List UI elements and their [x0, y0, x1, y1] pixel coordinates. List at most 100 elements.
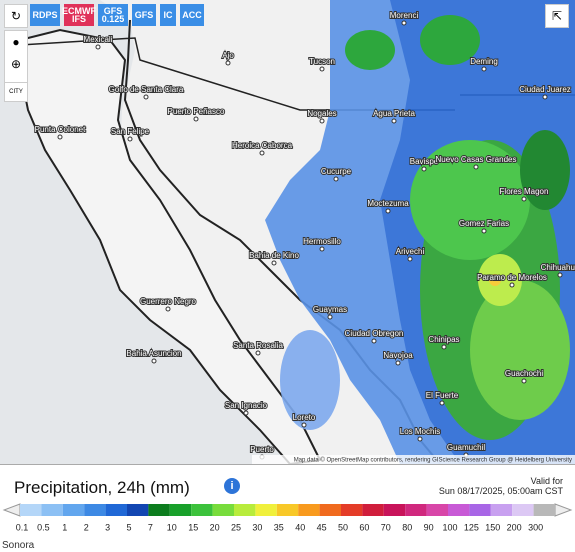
place-label: Ajo — [222, 51, 234, 60]
legend-swatch — [191, 504, 213, 516]
place: Hermosillo — [302, 236, 342, 252]
place-dot — [319, 118, 325, 124]
color-legend: 0.1 0.5 1 2 3 5 7 10 15 20 25 30 35 40 45 50 60 70 80 90 100… — [2, 503, 573, 532]
place-dot — [473, 164, 479, 170]
place-label: Ciudad Obregon — [345, 329, 404, 338]
place-dot — [557, 272, 563, 278]
place-label: Tucson — [309, 57, 335, 66]
place-dot — [401, 20, 407, 26]
place-dot — [509, 282, 515, 288]
place: Mexicali — [83, 34, 114, 50]
place-label: Deming — [470, 57, 498, 66]
place-dot — [407, 256, 413, 262]
legend-label: 60 — [359, 522, 369, 532]
place: Heroica Caborca — [231, 140, 294, 156]
place-label: Punta Colonet — [35, 125, 86, 134]
place-dot — [259, 150, 265, 156]
legend-swatch — [255, 504, 277, 516]
place: Nogales — [306, 108, 338, 124]
model-button[interactable]: IC — [160, 4, 176, 26]
legend-label: 300 — [528, 522, 543, 532]
city-toggle[interactable]: CITY — [4, 82, 28, 102]
place-dot — [481, 228, 487, 234]
place-dot — [421, 166, 427, 172]
legend-label: 20 — [210, 522, 220, 532]
valid-label: Valid for — [530, 476, 563, 486]
place-label: Chihuahua — [541, 263, 575, 272]
place-label: Chinipas — [428, 335, 459, 344]
model-button[interactable]: GFS — [132, 4, 156, 26]
place-label: Hermosillo — [303, 237, 341, 246]
legend-swatch — [405, 504, 427, 516]
model-button[interactable]: ACC — [180, 4, 204, 26]
legend-swatch — [426, 504, 448, 516]
share-button[interactable]: ⇱ — [545, 4, 569, 28]
place-label: Flores Magon — [500, 187, 549, 196]
place-dot — [521, 378, 527, 384]
legend-label: 45 — [317, 522, 327, 532]
place-dot — [95, 44, 101, 50]
legend-arrow-right — [554, 503, 573, 517]
model-button[interactable]: GFS 0.125 — [98, 4, 128, 26]
place-dot — [327, 314, 333, 320]
legend-label: 70 — [381, 522, 391, 532]
place-dot — [385, 208, 391, 214]
place: Guerrero Negro — [139, 296, 198, 312]
place-label: San Felipe — [111, 127, 150, 136]
model-button[interactable]: RDPS — [30, 4, 60, 26]
legend-swatch — [341, 504, 363, 516]
place-label: Golfo de Santa Clara — [109, 85, 184, 94]
legend-swatch — [319, 504, 341, 516]
place-label: Bavispe — [410, 157, 439, 166]
place: Chinipas — [427, 334, 461, 350]
place: Punta Colonet — [34, 124, 87, 140]
place-dot — [127, 136, 133, 142]
legend-swatch — [469, 504, 491, 516]
place-dot — [481, 66, 487, 72]
model-button[interactable]: ECMWF IFS — [62, 4, 96, 26]
legend-swatch — [383, 504, 406, 516]
place-label: Bahia Asuncion — [126, 349, 181, 358]
place-label: Ciudad Juarez — [519, 85, 571, 94]
place-label: Los Mochis — [400, 427, 440, 436]
legend-label: 50 — [338, 522, 348, 532]
place-label: Paramo de Morelos — [477, 273, 547, 282]
legend-label: 125 — [464, 522, 479, 532]
legend-label: 40 — [295, 522, 305, 532]
place-dot — [542, 94, 548, 100]
legend-label: 100 — [442, 522, 457, 532]
place-label: Moctezuma — [367, 199, 409, 208]
region: Sonora — [2, 540, 35, 551]
place-dot — [57, 134, 63, 140]
refresh-button[interactable]: ↻ — [4, 4, 28, 28]
info-icon[interactable]: i — [224, 478, 240, 494]
legend-swatch — [490, 504, 513, 516]
place: Ciudad Obregon — [344, 328, 404, 344]
legend-swatch — [169, 504, 192, 516]
place: Navojoa — [382, 350, 414, 366]
place: Los Mochis — [399, 426, 441, 442]
legend-swatch — [533, 504, 555, 516]
legend-label: 15 — [188, 522, 198, 532]
place-label: El Fuerte — [426, 391, 459, 400]
place-label: Morenci — [390, 11, 419, 20]
place: Gomez Farias — [458, 218, 510, 234]
legend-swatch — [148, 504, 170, 516]
place-dot — [333, 176, 339, 182]
legend-swatch — [512, 504, 534, 516]
place-label: San Ignacio — [225, 401, 268, 410]
place-dot — [441, 344, 447, 350]
legend-swatch — [84, 504, 106, 516]
place: Ajo — [221, 50, 235, 66]
place-dot — [417, 436, 423, 442]
legend-label: 2 — [84, 522, 89, 532]
place-label: Bahia de Kino — [249, 251, 299, 260]
place-dot — [165, 306, 171, 312]
place: El Fuerte — [425, 390, 460, 406]
legend-swatch — [298, 504, 320, 516]
legend-label: 1 — [62, 522, 67, 532]
place-dot — [193, 116, 199, 122]
legend-label: 200 — [507, 522, 522, 532]
place-dot — [391, 118, 397, 124]
